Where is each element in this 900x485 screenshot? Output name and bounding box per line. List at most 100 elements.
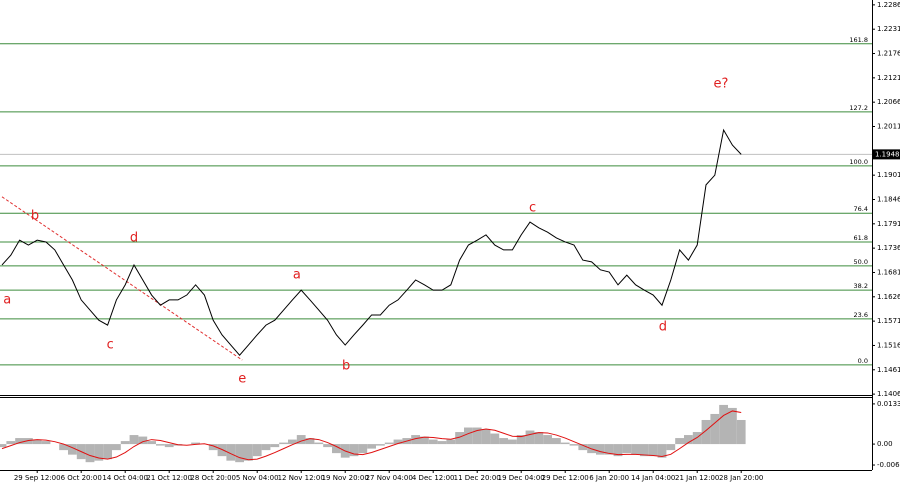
y-tick-label: 0.01334 bbox=[877, 400, 900, 408]
histogram-bar bbox=[543, 435, 552, 445]
histogram-bar bbox=[226, 444, 236, 461]
y-tick-label: 1.1736 bbox=[877, 244, 900, 252]
fib-label: 61.8 bbox=[854, 234, 868, 242]
wave-label: c bbox=[529, 200, 536, 215]
histogram-bar bbox=[349, 444, 359, 457]
histogram-bar bbox=[596, 444, 605, 455]
fib-label: 76.4 bbox=[854, 205, 868, 213]
histogram-bar bbox=[446, 439, 456, 445]
histogram-bar bbox=[0, 444, 7, 448]
histogram-bar bbox=[217, 444, 227, 457]
histogram-bar bbox=[164, 444, 174, 448]
y-tick-label: 1.2121 bbox=[877, 74, 900, 82]
fib-label: 127.2 bbox=[849, 104, 868, 112]
histogram-bar bbox=[15, 438, 24, 445]
fib-label: 23.6 bbox=[854, 311, 868, 319]
y-tick-label: 1.1681 bbox=[877, 268, 900, 276]
histogram-bar bbox=[68, 444, 77, 455]
histogram-bar bbox=[296, 435, 306, 445]
fib-label: 38.2 bbox=[854, 282, 868, 290]
histogram-bar bbox=[288, 439, 297, 445]
histogram-bar bbox=[208, 444, 218, 451]
wave-label: e bbox=[238, 372, 246, 387]
x-tick-label: 4 Dec 12:00 bbox=[412, 474, 455, 482]
last-price-tag bbox=[873, 149, 900, 160]
x-tick-label: 14 Oct 04:00 bbox=[102, 474, 148, 482]
fib-label: 161.8 bbox=[849, 36, 868, 44]
histogram-bar bbox=[376, 444, 385, 446]
x-tick-label: 21 Jan 12:00 bbox=[675, 474, 719, 482]
x-tick-label: 21 Oct 12:00 bbox=[146, 474, 192, 482]
histogram-bar bbox=[420, 436, 429, 445]
histogram-bar bbox=[156, 444, 165, 446]
histogram-bar bbox=[129, 435, 139, 445]
histogram-bar bbox=[464, 427, 473, 445]
y-tick-label: 1.1571 bbox=[877, 317, 900, 325]
y-tick-label: 0.00 bbox=[877, 440, 893, 448]
histogram-bar bbox=[305, 438, 315, 445]
histogram-bar bbox=[358, 444, 368, 454]
price-line bbox=[1, 128, 742, 356]
histogram-bar bbox=[481, 429, 491, 445]
histogram-bar bbox=[235, 444, 244, 463]
wave-label: d bbox=[659, 319, 667, 334]
histogram-bar bbox=[455, 432, 464, 445]
histogram-bar bbox=[85, 444, 95, 463]
last-price-label: 1.1948 bbox=[875, 150, 900, 158]
histogram-bar bbox=[270, 444, 280, 448]
x-tick-label: 12 Nov 12:00 bbox=[278, 474, 325, 482]
histogram-bar bbox=[332, 444, 341, 454]
trendline bbox=[1, 196, 243, 361]
histogram-bar bbox=[428, 439, 438, 445]
wave-label: a bbox=[293, 268, 301, 283]
histogram-bar bbox=[24, 438, 33, 445]
histogram-bar bbox=[675, 438, 684, 445]
y-tick-label: 1.2231 bbox=[877, 25, 900, 33]
histogram-bar bbox=[516, 435, 526, 445]
histogram-bar bbox=[314, 442, 324, 445]
x-tick-label: 19 Nov 20:00 bbox=[322, 474, 369, 482]
x-tick-label: 28 Jan 20:00 bbox=[719, 474, 763, 482]
histogram-bar bbox=[472, 427, 482, 445]
histogram-bar bbox=[103, 444, 112, 460]
histogram-bar bbox=[59, 444, 68, 451]
x-tick-label: 6 Jan 20:00 bbox=[589, 474, 629, 482]
histogram-bar bbox=[736, 419, 746, 445]
histogram-bar bbox=[657, 444, 667, 458]
histogram-bar bbox=[552, 438, 561, 445]
y-tick-label: 1.2066 bbox=[877, 98, 900, 106]
histogram-bar bbox=[32, 439, 42, 445]
histogram-bar bbox=[613, 444, 623, 457]
histogram-bar bbox=[323, 444, 332, 448]
histogram-bar bbox=[560, 442, 570, 445]
x-tick-label: 28 Oct 20:00 bbox=[190, 474, 236, 482]
histogram-bar bbox=[138, 436, 148, 445]
histogram-bar bbox=[120, 441, 130, 445]
histogram-bar bbox=[252, 444, 262, 457]
y-tick-label: 1.1461 bbox=[877, 366, 900, 374]
histogram-bar bbox=[666, 444, 676, 451]
signal-line bbox=[1, 410, 742, 461]
wave-label: b bbox=[31, 208, 39, 223]
x-tick-label: 29 Sep 12:00 bbox=[14, 474, 61, 482]
wave-label: a bbox=[3, 292, 11, 307]
histogram-bar bbox=[393, 439, 403, 445]
x-tick-label: 19 Dec 04:00 bbox=[498, 474, 545, 482]
histogram-bar bbox=[534, 432, 544, 445]
histogram-bar bbox=[261, 444, 271, 451]
histogram-bar bbox=[631, 444, 640, 455]
histogram-bar bbox=[701, 419, 711, 445]
histogram-bar bbox=[94, 444, 104, 461]
histogram-bar bbox=[147, 441, 156, 445]
histogram-bar bbox=[622, 444, 632, 454]
y-tick-label: 1.2176 bbox=[877, 50, 900, 58]
histogram-bar bbox=[437, 441, 447, 445]
y-tick-label: 1.1406 bbox=[877, 390, 900, 398]
histogram-bar bbox=[6, 441, 16, 445]
wave-label: b bbox=[342, 359, 350, 374]
histogram-bar bbox=[411, 435, 420, 445]
histogram-bar bbox=[719, 404, 728, 445]
histogram-bar bbox=[499, 438, 508, 445]
y-tick-label: 1.2286 bbox=[877, 1, 900, 9]
